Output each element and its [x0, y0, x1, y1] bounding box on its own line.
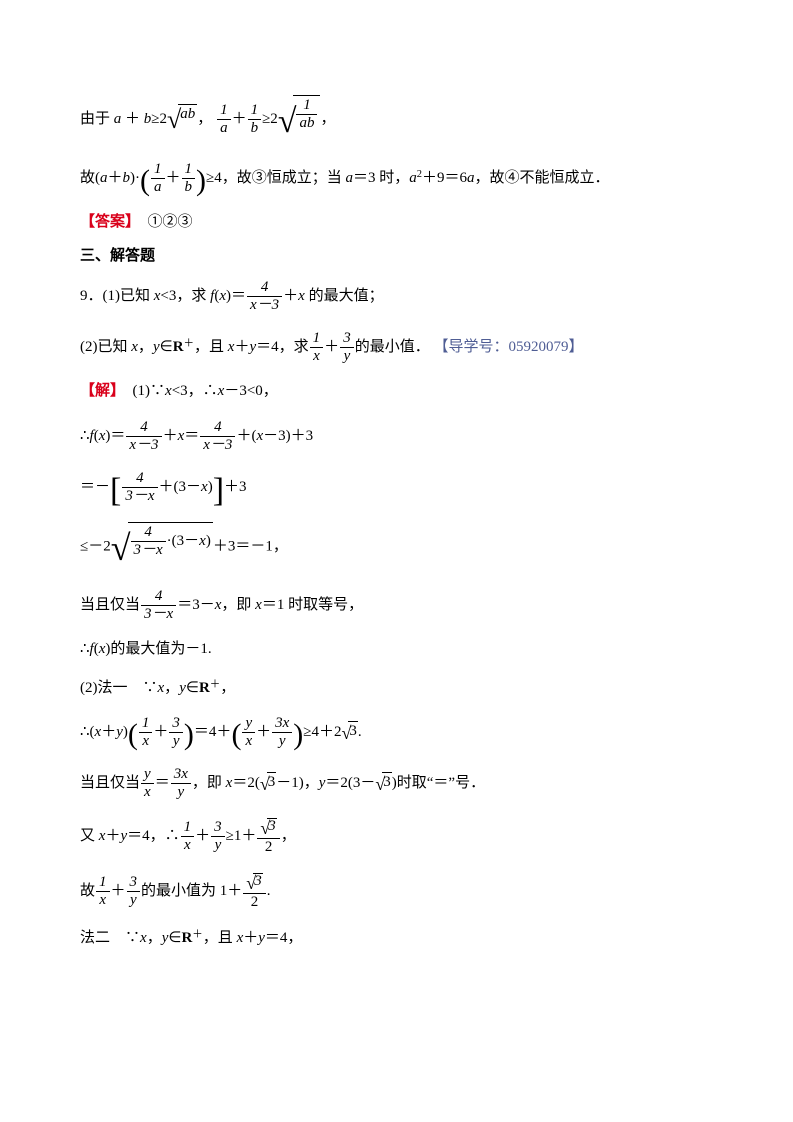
text: 由于 [80, 111, 114, 127]
question-9-2: (2)已知 x，y∈R＋，且 x＋y＝4，求1x＋3y的最小值． 【导学号：05… [80, 331, 713, 364]
frac: 1a [151, 162, 165, 195]
step-11: 故1x＋3y的最小值为 1＋√32. [80, 873, 713, 910]
solution-label: 【解】 [80, 383, 118, 399]
frac: 1b [182, 162, 196, 195]
sqrt: √43－x·(3－x) [111, 522, 213, 572]
question-9-1: 9．(1)已知 x<3，求 f(x)＝4x－3＋x 的最大值； [80, 280, 713, 313]
line-2: 故(a＋b)·(1a＋1b)≥4，故③恒成立；当 a＝3 时，a2＋9＝6a，故… [80, 162, 713, 195]
answer-value: ①②③ [133, 214, 193, 230]
answer-line: 【答案】 ①②③ [80, 213, 713, 233]
sqrt: √3 [260, 772, 276, 796]
solution-1: 【解】 (1)∵x<3，∴x－3<0， [80, 382, 713, 402]
op: ＋ [121, 111, 144, 127]
frac: 4x－3 [247, 280, 282, 313]
frac: 1x [181, 820, 195, 853]
text: 故( [80, 170, 100, 186]
frac: 3xy [171, 767, 191, 800]
step-2: ∴f(x)＝4x－3＋x＝4x－3＋(x－3)＋3 [80, 420, 713, 453]
line-1: 由于 a ＋ b≥2√ab， 1a＋1b≥2√1ab， [80, 95, 713, 144]
frac: 43－x [141, 589, 176, 622]
step-5: 当且仅当43－x＝3－x，即 x＝1 时取等号， [80, 589, 713, 622]
frac: 3y [127, 875, 141, 908]
op: ≥2 [262, 111, 278, 127]
frac: 4x－3 [126, 420, 161, 453]
frac-1b: 1b [248, 103, 262, 136]
step-9: 当且仅当yx＝3xy，即 x＝2(√3－1)，y＝2(3－√3)时取“＝”号． [80, 767, 713, 800]
comma: ， [197, 111, 212, 127]
frac: 3y [211, 820, 225, 853]
sqrt: √3 [342, 721, 358, 745]
section-heading: 三、解答题 [80, 247, 713, 267]
frac: yx [141, 767, 154, 800]
step-6: ∴f(x)的最大值为－1. [80, 640, 713, 660]
step-8: ∴(x＋y)(1x＋3y)＝4＋(yx＋3xy)≥4＋2√3. [80, 716, 713, 749]
step-3: ＝－[43－x＋(3－x)]＋3 [80, 471, 713, 504]
frac: 3y [169, 716, 183, 749]
step-12: 法二 ∵x，y∈R＋，且 x＋y＝4， [80, 928, 713, 949]
step-4: ≤－2√43－x·(3－x)＋3＝－1， [80, 522, 713, 572]
frac: 1x [96, 875, 110, 908]
frac: 43－x [122, 471, 157, 504]
frac-1a: 1a [217, 103, 231, 136]
sqrt: √3 [375, 772, 391, 796]
step-7: (2)法一 ∵x，y∈R＋， [80, 678, 713, 699]
frac: 3y [340, 331, 354, 364]
frac: 1x [139, 716, 153, 749]
op: ≥2 [151, 111, 167, 127]
comma: ， [320, 111, 335, 127]
sqrt-1ab: √1ab [278, 95, 321, 144]
frac: 3xy [272, 716, 292, 749]
frac: √32 [257, 818, 279, 855]
sqrt-ab: √ab [167, 103, 197, 137]
step-10: 又 x＋y＝4，∴1x＋3y≥1＋√32， [80, 818, 713, 855]
guide-ref: 【导学号：05920079】 [433, 339, 583, 355]
op: ＋ [232, 111, 247, 127]
frac: √32 [243, 873, 265, 910]
frac: yx [242, 716, 255, 749]
frac: 4x－3 [200, 420, 235, 453]
answer-label: 【答案】 [80, 214, 133, 230]
frac: 1x [310, 331, 324, 364]
